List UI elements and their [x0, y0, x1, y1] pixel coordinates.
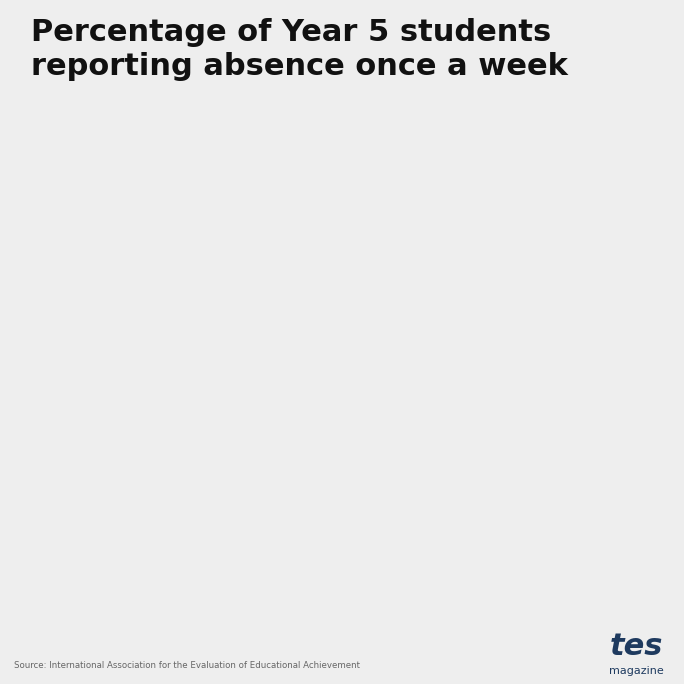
- Text: Source: International Association for the Evaluation of Educational Achievement: Source: International Association for th…: [14, 661, 360, 670]
- Text: tes: tes: [609, 632, 663, 661]
- Text: Percentage of Year 5 students
reporting absence once a week: Percentage of Year 5 students reporting …: [31, 18, 568, 81]
- Text: magazine: magazine: [609, 666, 663, 676]
